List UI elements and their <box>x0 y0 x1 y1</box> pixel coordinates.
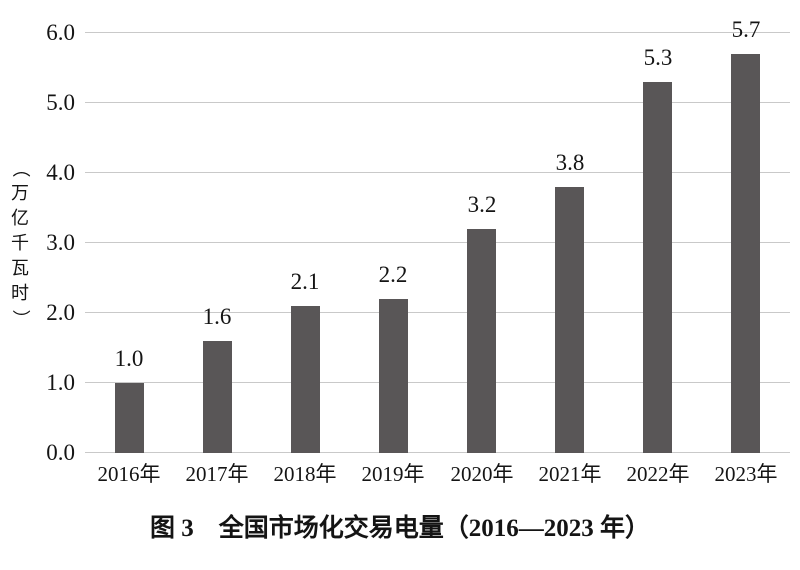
bar <box>291 306 320 453</box>
y-axis-title: （万亿千瓦时） <box>6 156 34 331</box>
y-tick-label: 4.0 <box>46 160 75 185</box>
y-axis-title-char: 瓦 <box>11 258 29 278</box>
bar <box>643 82 672 453</box>
y-axis-title-char: 亿 <box>11 208 29 228</box>
bar-value-label: 1.6 <box>202 304 232 329</box>
chart-title: 图 3 全国市场化交易电量（2016—2023 年） <box>149 515 650 542</box>
bar <box>379 299 408 453</box>
bar-value-label: 5.3 <box>643 45 673 70</box>
y-tick-label: 0.0 <box>46 440 75 465</box>
y-tick-label: 6.0 <box>46 20 75 45</box>
gridline <box>85 102 790 103</box>
x-axis-line <box>85 452 790 453</box>
x-tick-label: 2020年 <box>450 462 514 486</box>
gridline <box>85 312 790 313</box>
y-axis-title-char: 时 <box>11 283 29 303</box>
bar-value-label: 3.8 <box>555 150 585 175</box>
gridline <box>85 172 790 173</box>
bar-value-label: 3.2 <box>467 192 497 217</box>
bar <box>555 187 584 453</box>
bar <box>467 229 496 453</box>
y-tick-label: 3.0 <box>46 230 75 255</box>
gridline <box>85 382 790 383</box>
y-axis-title-char: 千 <box>11 233 29 253</box>
y-tick-label: 1.0 <box>46 370 75 395</box>
bar-value-label: 2.2 <box>378 262 408 287</box>
bar <box>115 383 144 453</box>
x-tick-label: 2019年 <box>361 462 425 486</box>
y-tick-label: 2.0 <box>46 300 75 325</box>
bar <box>203 341 232 453</box>
x-tick-label: 2017年 <box>185 462 249 486</box>
bar-value-label: 2.1 <box>290 269 320 294</box>
bar-value-label: 1.0 <box>114 346 144 371</box>
bar-value-label: 5.7 <box>731 17 761 42</box>
bar <box>731 54 760 453</box>
gridline <box>85 242 790 243</box>
x-tick-label: 2018年 <box>273 462 337 486</box>
y-axis-title-char: 万 <box>11 183 29 203</box>
gridline <box>85 32 790 33</box>
x-tick-label: 2022年 <box>626 462 690 486</box>
x-tick-label: 2021年 <box>538 462 602 486</box>
x-tick-label: 2016年 <box>97 462 161 486</box>
x-tick-label: 2023年 <box>714 462 778 486</box>
y-tick-label: 5.0 <box>46 90 75 115</box>
